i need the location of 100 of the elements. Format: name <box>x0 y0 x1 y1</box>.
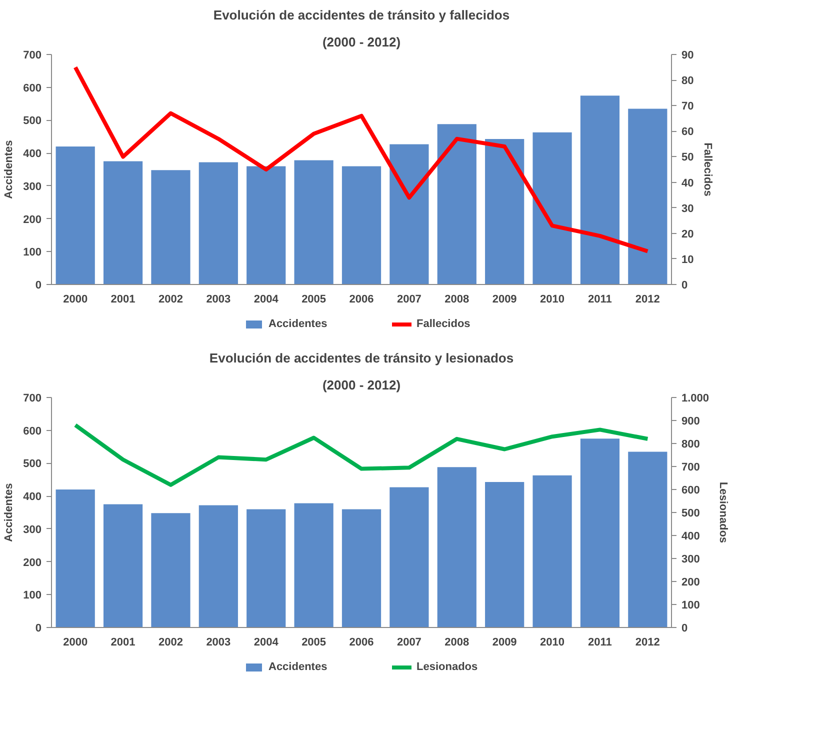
x-tick-label: 2008 <box>444 636 470 648</box>
y2-tick-label: 90 <box>682 50 694 62</box>
y-tick-label: 0 <box>35 280 42 292</box>
bar <box>390 144 429 284</box>
y-tick-label: 200 <box>23 214 42 226</box>
x-tick-label: 2006 <box>349 636 374 648</box>
y2-tick-label: 300 <box>682 554 700 566</box>
y2-axis-title: Fallecidos <box>702 142 714 196</box>
y2-tick-label: 30 <box>682 202 694 215</box>
bar <box>246 509 286 628</box>
x-tick-label: 2009 <box>492 636 517 648</box>
y2-tick-label: 1.000 <box>682 392 710 404</box>
y2-tick-label: 200 <box>682 576 700 588</box>
y-axis-title: Accidentes <box>3 140 16 199</box>
y2-tick-label: 800 <box>682 438 700 450</box>
x-tick-label: 2000 <box>63 294 88 306</box>
bar <box>342 509 382 628</box>
y-tick-label: 300 <box>23 180 42 193</box>
x-tick-label: 2012 <box>635 294 660 306</box>
line-series <box>73 423 650 487</box>
x-tick-label: 2011 <box>588 294 612 306</box>
y2-tick-label: 500 <box>682 508 700 520</box>
x-tick-label: 2012 <box>635 636 660 648</box>
legend-label: Accidentes <box>268 661 328 673</box>
bar <box>103 504 143 628</box>
x-tick-label: 2006 <box>349 294 374 306</box>
bar <box>390 487 429 628</box>
x-tick-label: 2010 <box>540 294 565 306</box>
y2-tick-label: 900 <box>682 416 700 428</box>
chart-subtitle: (2000 - 2012) <box>322 34 401 50</box>
y-axis-title: Accidentes <box>3 483 16 542</box>
x-tick-label: 2001 <box>110 636 136 648</box>
bar <box>56 490 95 628</box>
y2-tick-label: 700 <box>682 462 700 474</box>
y-tick-label: 300 <box>23 524 42 536</box>
bar <box>294 160 334 284</box>
x-tick-label: 2000 <box>63 636 88 648</box>
bar <box>198 505 238 628</box>
x-tick-label: 2004 <box>254 636 280 648</box>
bar <box>485 138 524 284</box>
x-tick-label: 2004 <box>254 294 280 306</box>
x-tick-label: 2007 <box>396 294 422 306</box>
bar <box>628 452 668 628</box>
bar <box>532 132 572 284</box>
bar <box>485 482 524 628</box>
bar <box>56 146 95 284</box>
bar <box>103 161 143 284</box>
chart-title: Evolución de accidentes de tránsito y lesionados <box>209 350 514 366</box>
x-tick-label: 2005 <box>302 636 326 648</box>
x-tick-label: 2001 <box>110 294 136 306</box>
bar <box>532 475 572 628</box>
bar <box>342 166 382 284</box>
y-tick-label: 500 <box>23 458 42 470</box>
y2-tick-label: 40 <box>682 177 694 190</box>
bar <box>580 96 620 284</box>
line-series <box>73 65 650 254</box>
y-tick-label: 100 <box>23 590 42 602</box>
bar <box>198 162 238 284</box>
y2-tick-label: 0 <box>682 280 688 292</box>
y2-tick-label: 50 <box>682 152 694 164</box>
y2-tick-label: 80 <box>682 75 694 88</box>
legend-label: Accidentes <box>268 318 328 330</box>
y-tick-label: 100 <box>23 246 42 259</box>
legend-label: Lesionados <box>416 661 479 673</box>
x-tick-label: 2011 <box>588 636 612 648</box>
bar <box>151 513 190 628</box>
x-tick-label: 2002 <box>158 294 183 306</box>
y-tick-label: 600 <box>23 82 42 94</box>
x-tick-label: 2003 <box>206 294 231 306</box>
y2-tick-label: 10 <box>682 254 694 266</box>
y2-tick-label: 20 <box>682 228 694 240</box>
bar <box>580 438 620 628</box>
y2-axis-title: Lesionados <box>717 482 730 544</box>
y-tick-label: 400 <box>23 148 42 160</box>
y2-tick-label: 70 <box>682 100 694 113</box>
y2-tick-label: 400 <box>682 530 700 542</box>
y-tick-label: 700 <box>23 50 42 62</box>
y-tick-label: 500 <box>23 115 42 128</box>
x-tick-label: 2010 <box>540 636 565 648</box>
y-tick-label: 200 <box>23 556 42 569</box>
y2-tick-label: 100 <box>682 600 700 612</box>
bar <box>437 467 476 628</box>
y2-tick-label: 0 <box>682 622 688 634</box>
y-tick-label: 600 <box>23 425 42 438</box>
y-tick-label: 700 <box>23 392 42 404</box>
x-tick-label: 2008 <box>444 294 470 306</box>
y-tick-label: 0 <box>35 622 42 634</box>
y2-tick-label: 600 <box>682 484 700 496</box>
x-tick-label: 2009 <box>492 294 517 306</box>
x-tick-label: 2007 <box>396 636 422 648</box>
bar <box>437 124 476 284</box>
bar <box>294 503 334 628</box>
y-tick-label: 400 <box>23 491 42 504</box>
chart-title: Evolución de accidentes de tránsito y fallecidos <box>213 8 510 22</box>
bar <box>628 108 668 284</box>
bar <box>151 170 190 284</box>
x-tick-label: 2003 <box>206 636 231 648</box>
chart-subtitle: (2000 - 2012) <box>322 378 401 392</box>
x-tick-label: 2005 <box>302 294 326 306</box>
legend-label: Fallecidos <box>416 318 472 330</box>
